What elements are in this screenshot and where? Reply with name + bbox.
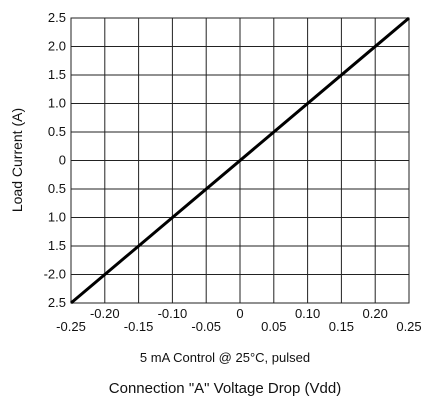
y-tick-label: 1.0: [48, 210, 66, 225]
x-tick-label: 0.20: [363, 306, 388, 321]
y-tick-labels: 2.5 2.0 1.5 1.0 0.5 0 0.5 1.0 1.5 -2.0 2.5: [44, 10, 66, 310]
x-tick-label: -0.15: [124, 319, 154, 334]
y-tick-label: 2.0: [48, 39, 66, 54]
plot-frame: [70, 17, 410, 304]
series-line: [70, 16, 410, 305]
x-tick-label: 0.05: [261, 319, 286, 334]
y-tick-label: -2.0: [44, 267, 66, 282]
x-tick-label: 0: [236, 306, 243, 321]
x-tick-labels: -0.25 -0.15 -0.05 0.05 0.15 0.25 -0.20 -0.10 0 0.…: [56, 306, 421, 334]
x-tick-label: 0.15: [329, 319, 354, 334]
chart-note: 5 mA Control @ 25°C, pulsed: [140, 350, 310, 365]
y-tick-label: 0: [59, 153, 66, 168]
y-tick-label: 1.0: [48, 96, 66, 111]
y-tick-label: 0.5: [48, 181, 66, 196]
y-tick-label: 0.5: [48, 124, 66, 139]
x-axis-label: Connection "A" Voltage Drop (Vdd): [109, 380, 341, 397]
x-tick-label: -0.20: [90, 306, 120, 321]
x-tick-label: 0.25: [396, 319, 421, 334]
series-group: [70, 16, 410, 305]
y-tick-label: 1.5: [48, 238, 66, 253]
x-tick-label: 0.10: [295, 306, 320, 321]
x-tick-label: -0.05: [191, 319, 221, 334]
y-axis-label: Load Current (A): [9, 108, 25, 212]
y-tick-label: 2.5: [48, 10, 66, 25]
y-tick-label: 2.5: [48, 295, 66, 310]
x-tick-label: -0.25: [56, 319, 86, 334]
x-tick-label: -0.10: [158, 306, 188, 321]
y-tick-label: 1.5: [48, 67, 66, 82]
